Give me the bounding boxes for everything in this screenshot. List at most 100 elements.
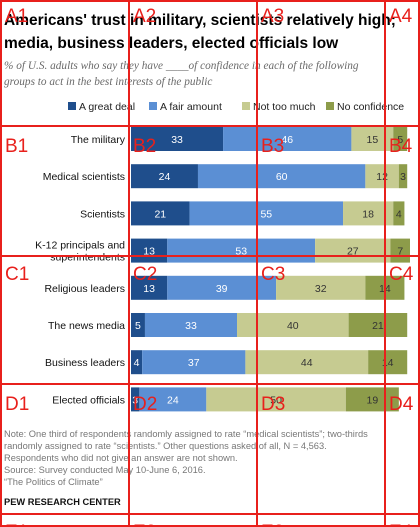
chart-legend: A great deal A fair amount Not too much No … (68, 101, 404, 113)
value-label-medical-scientists-a-great-deal: 24 (159, 171, 171, 183)
bar-the-news-media-no-confidence (348, 313, 408, 337)
grid-cell-label-d4: D4 (389, 394, 414, 415)
bar-the-news-media-a-fair-amount (144, 313, 238, 337)
value-label-the-news-media-a-great-deal: 5 (135, 320, 141, 332)
value-label-the-military-a-great-deal: 33 (171, 134, 183, 146)
value-label-k-12-principals-and-superintendents-no-confidence: 7 (397, 246, 403, 258)
value-label-religious-leaders-a-fair-amount: 39 (216, 283, 228, 295)
grid-cell-label-a1: A1 (5, 6, 28, 27)
bar-the-news-media-a-great-deal (131, 313, 145, 337)
bar-the-military-no-confidence (393, 127, 408, 151)
bar-elected-officials-not-too-much (206, 387, 346, 412)
grid-cell-label-e2: E2 (133, 522, 156, 527)
value-label-scientists-a-fair-amount: 55 (260, 208, 272, 220)
grid-cell-label-e4: E4 (389, 522, 413, 527)
grid-cell-label-b3: B3 (261, 136, 284, 157)
bar-elected-officials-a-fair-amount (139, 387, 207, 412)
bar-medical-scientists-a-fair-amount (197, 164, 366, 189)
legend-label-not-too-much: Not too much (253, 101, 316, 113)
grid-cell-label-a4: A4 (389, 6, 413, 27)
value-label-the-military-no-confidence: 5 (397, 134, 403, 146)
chart-bars: 33 46 15 524 60 12 321 55 18 413 53 27 713 39 32 145 33 4… (131, 127, 410, 412)
chart-subtitle-line-1: % of U.S. adults who say they have ____o… (4, 60, 359, 72)
bar-medical-scientists-no-confidence (398, 164, 408, 189)
legend-label-no-confidence: No confidence (337, 101, 404, 113)
value-label-business-leaders-no-confidence: 14 (382, 357, 394, 369)
value-label-k-12-principals-and-superintendents-a-fair-amount: 53 (235, 246, 247, 258)
value-label-the-military-a-fair-amount: 46 (281, 134, 293, 146)
value-label-the-news-media-a-fair-amount: 33 (185, 320, 197, 332)
bar-the-military-not-too-much (351, 127, 394, 151)
grid-cell-label-e3: E3 (261, 522, 284, 527)
source-organization: PEW RESEARCH CENTER (4, 497, 121, 507)
bar-the-military-a-fair-amount (223, 127, 352, 151)
grid-cell-label-d2: D2 (133, 394, 157, 415)
value-label-scientists-no-confidence: 4 (396, 208, 402, 220)
bar-the-military-a-great-deal (131, 127, 224, 151)
chart-notes: Note: One third of respondents randomly … (4, 429, 368, 487)
value-label-religious-leaders-not-too-much: 32 (315, 283, 327, 295)
legend-label-a-fair-amount: A fair amount (160, 101, 222, 113)
legend-swatch-a-fair-amount (149, 102, 157, 110)
value-label-medical-scientists-not-too-much: 12 (376, 171, 388, 183)
legend-swatch-a-great-deal (68, 102, 76, 110)
grid-cell-label-b1: B1 (5, 136, 28, 157)
category-label-k-12-principals-and-superintendents-line-1: K-12 principals and (35, 240, 125, 252)
value-label-the-military-not-too-much: 15 (366, 134, 378, 146)
value-label-medical-scientists-a-fair-amount: 60 (276, 171, 288, 183)
value-label-business-leaders-not-too-much: 44 (301, 357, 313, 369)
value-label-religious-leaders-a-great-deal: 13 (143, 283, 155, 295)
legend-swatch-no-confidence (326, 102, 334, 110)
value-label-k-12-principals-and-superintendents-not-too-much: 27 (347, 246, 359, 258)
bar-k-12-principals-and-superintendents-not-too-much (315, 238, 391, 263)
bar-k-12-principals-and-superintendents-a-great-deal (131, 238, 168, 263)
legend-label-a-great-deal: A great deal (79, 101, 135, 113)
category-label-k-12-principals-and-superintendents-line-2: superintendents (50, 252, 125, 264)
bar-business-leaders-a-fair-amount (142, 350, 246, 375)
grid-cell-label-c3: C3 (261, 264, 285, 285)
value-label-elected-officials-a-fair-amount: 24 (167, 394, 179, 406)
value-label-the-news-media-no-confidence: 21 (372, 320, 384, 332)
bar-scientists-no-confidence (393, 201, 405, 226)
grid-cell-label-c1: C1 (5, 264, 29, 285)
grid-cell-label-a3: A3 (261, 6, 284, 27)
value-label-business-leaders-a-fair-amount: 37 (188, 357, 200, 369)
note-line-5: “The Politics of Climate” (4, 477, 103, 487)
grid-cell-label-c2: C2 (133, 264, 157, 285)
grid-cell-label-b2: B2 (133, 136, 156, 157)
bar-business-leaders-not-too-much (245, 350, 369, 375)
grid-cell-label-c4: C4 (389, 264, 414, 285)
value-label-scientists-not-too-much: 18 (362, 208, 374, 220)
category-label-religious-leaders: Religious leaders (44, 283, 125, 295)
value-label-medical-scientists-no-confidence: 3 (400, 171, 406, 183)
value-label-elected-officials-a-great-deal: 3 (132, 394, 138, 406)
bar-religious-leaders-not-too-much (276, 275, 366, 300)
value-label-business-leaders-a-great-deal: 4 (134, 357, 140, 369)
chart-subtitle-line-2: groups to act in the best interests of t… (4, 76, 212, 88)
legend-swatch-not-too-much (242, 102, 250, 110)
bar-elected-officials-a-great-deal (131, 387, 140, 412)
note-line-2: randomly assigned to rate “scientists.” … (4, 441, 327, 451)
category-label-the-military: The military (71, 134, 126, 146)
category-label-business-leaders: Business leaders (45, 357, 125, 369)
bar-scientists-a-great-deal (131, 201, 190, 226)
category-label-medical-scientists: Medical scientists (43, 171, 125, 183)
category-label-elected-officials: Elected officials (52, 394, 125, 406)
grid-cell-label-d1: D1 (5, 394, 29, 415)
bar-scientists-a-fair-amount (189, 201, 344, 226)
bar-medical-scientists-a-great-deal (131, 164, 198, 189)
value-label-the-news-media-not-too-much: 40 (287, 320, 299, 332)
bar-the-news-media-not-too-much (237, 313, 349, 337)
bar-k-12-principals-and-superintendents-a-fair-amount (167, 238, 316, 263)
note-line-4: Source: Survey conducted May 10-June 6, … (4, 465, 206, 475)
grid-cell-label-b4: B4 (389, 136, 413, 157)
category-labels: The military Medical scientists Scientists… (35, 134, 126, 406)
value-label-elected-officials-not-too-much: 50 (270, 394, 282, 406)
chart-title-line-2: media, business leaders, elected officia… (4, 35, 339, 52)
note-line-3: Respondents who did not give an answer a… (4, 453, 238, 463)
grid-cell-label-e1: E1 (5, 522, 28, 527)
bar-elected-officials-no-confidence (345, 387, 399, 412)
